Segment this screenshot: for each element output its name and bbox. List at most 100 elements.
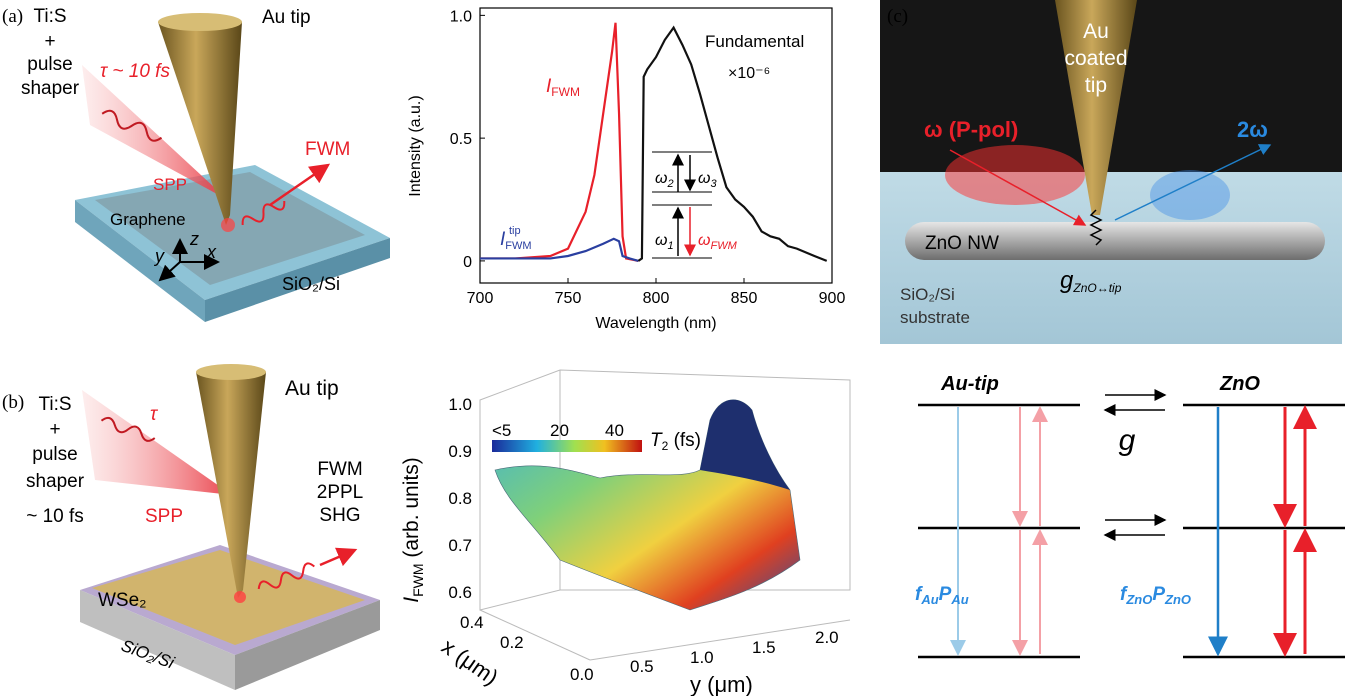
panel-label: (a) [2, 6, 23, 27]
annotation-text: ω [698, 232, 710, 249]
figure: (a) Ti:S + pulse shaper τ ~ 10 fs Au tip… [0, 0, 1347, 696]
level-diagram: Au-tip ZnO g fAuPAu fZnOPZnO [915, 373, 1345, 657]
shg-label: 2ω [1237, 117, 1268, 142]
label-part: P [1152, 584, 1165, 605]
sample-label: WSe₂ [98, 590, 147, 611]
label-part: P [939, 584, 952, 605]
annotation-sub: FWM [505, 240, 531, 252]
x-tick-label: 700 [467, 290, 494, 307]
annotation-sub: FWM [710, 240, 737, 252]
tip-label: coated [1064, 47, 1127, 70]
source-text: Ti:S [33, 6, 66, 27]
panel-a: (a) Ti:S + pulse shaper τ ~ 10 fs Au tip… [2, 6, 390, 322]
tip-label: Au tip [262, 7, 311, 28]
emission-arrow [320, 550, 355, 565]
polarization-label: fZnOPZnO [1120, 584, 1191, 607]
panel-b: (b) Ti:S + pulse shaper ~ 10 fs τ Au tip… [2, 364, 380, 690]
z-axis-label-rest: (arb. units) [400, 457, 423, 563]
y-tick-label: 0 [463, 254, 472, 271]
z-axis-label-sub: FWM [410, 563, 426, 596]
axis-label: y [153, 246, 165, 266]
source-text: ~ 10 fs [26, 506, 84, 527]
panel-label: (c) [887, 6, 908, 27]
z-tick-label: 0.8 [448, 489, 472, 508]
wire-label: ZnO NW [925, 233, 999, 254]
annotation: ωFWM [698, 232, 738, 252]
x-axis-label: Wavelength (nm) [595, 315, 716, 332]
pulse-label: τ ~ 10 fs [100, 61, 170, 82]
level-label: Au-tip [940, 373, 999, 395]
signal-label: FWM [317, 459, 362, 480]
source-text: shaper [26, 471, 85, 492]
x-tick-label: 0.2 [500, 633, 524, 652]
source-text: Ti:S [38, 394, 71, 415]
tip-label: tip [1085, 74, 1107, 97]
label-sub: Au [950, 592, 968, 607]
shg-glow [1150, 170, 1230, 220]
pump-label: ω (P-pol) [924, 117, 1018, 142]
substrate-label: substrate [900, 308, 970, 327]
tip-top [196, 364, 266, 380]
z-tick-label: 0.9 [448, 442, 472, 461]
spectrum-chart: Fundamental ×10⁻⁶ IFWM IFWM tip ω2 ω3 ω1… [407, 8, 845, 332]
fwm-label: FWM [305, 139, 350, 160]
level-label: ZnO [1219, 373, 1260, 395]
z-axis-label: IFWM (arb. units) [400, 457, 426, 602]
annotation-sub: 1 [667, 240, 673, 252]
annotation: ω3 [698, 170, 717, 190]
label-sub: ZnO [1164, 592, 1191, 607]
annotation: Fundamental [705, 32, 804, 51]
coupling-sub: ZnO↔tip [1072, 281, 1121, 295]
tip-top [158, 13, 242, 31]
annotation-sub: FWM [551, 85, 580, 99]
coupling-text: g [1060, 267, 1074, 294]
colorbar [492, 440, 642, 452]
x-tick-label: 900 [819, 290, 846, 307]
y-tick-label: 1.0 [690, 648, 714, 667]
colorbar-label: T2 (fs) [650, 430, 701, 453]
x-tick-label: 800 [643, 290, 670, 307]
source-text: shaper [21, 78, 80, 99]
pump-glow [945, 145, 1085, 205]
spp-label: SPP [145, 506, 183, 527]
signal-label: 2PPL [317, 482, 363, 503]
colorbar-tick: 40 [605, 421, 624, 440]
annotation-text: ω [655, 232, 667, 249]
y-tick-label: 0.5 [630, 657, 654, 676]
y-tick-label: 2.0 [815, 628, 839, 647]
y-axis-label: Intensity (a.u.) [407, 95, 424, 196]
coupling-label: g [1119, 424, 1136, 457]
annotation-text: ω [698, 170, 710, 187]
annotation: IFWM [546, 76, 580, 99]
y-tick-label: 0.5 [450, 131, 472, 148]
annotation-sup: tip [509, 225, 521, 237]
surface-plot: <5 20 40 T2 (fs) 1.0 0.9 0.8 0.7 0.6 IFW… [400, 370, 850, 696]
z-tick-label: 0.7 [448, 536, 472, 555]
page: (a) Ti:S + pulse shaper τ ~ 10 fs Au tip… [0, 0, 1347, 696]
substrate-label: SiO₂/Si [900, 285, 955, 304]
tip-label: Au tip [285, 377, 339, 400]
annotation: ω2 [655, 170, 674, 190]
x-axis-label: x (μm) [437, 634, 503, 690]
annotation-sub: 3 [710, 178, 717, 190]
x-tick-label: 850 [731, 290, 758, 307]
y-axis-label: y (μm) [690, 672, 753, 696]
z-tick-label: 1.0 [448, 395, 472, 414]
annotation-text: ω [655, 170, 667, 187]
source-text: + [49, 419, 60, 440]
hotspot [221, 218, 235, 232]
tau-label: τ [150, 404, 159, 425]
series-line [480, 23, 638, 261]
hotspot [234, 591, 246, 603]
x-tick-label: 750 [555, 290, 582, 307]
y-tick-label: 1.5 [752, 638, 776, 657]
y-tick-label: 1.0 [450, 8, 472, 25]
source-text: pulse [32, 444, 77, 465]
tip-label: Au [1083, 20, 1109, 43]
source-text: pulse [27, 54, 72, 75]
axis-label: z [189, 229, 199, 249]
annotation: ×10⁻⁶ [728, 65, 770, 82]
substrate-label: SiO₂/Si [282, 274, 340, 294]
panel-c: (c) Au coated tip ω (P-pol) 2ω ZnO NW gZ… [880, 0, 1342, 344]
colorbar-tick: 20 [550, 421, 569, 440]
